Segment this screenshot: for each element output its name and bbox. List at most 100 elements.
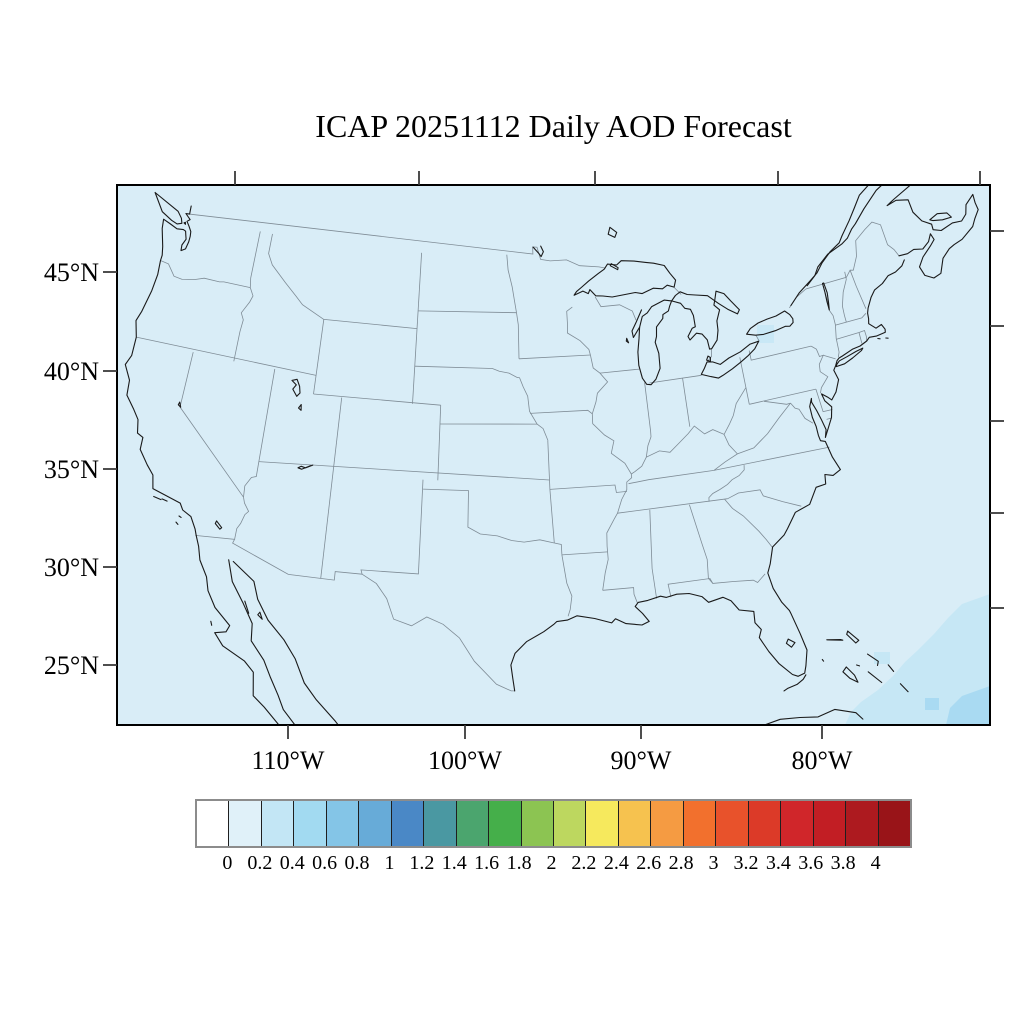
state-border [723,434,738,455]
coastline [790,185,870,307]
colorbar-cell [716,801,749,846]
coastline [177,401,182,408]
lat-axis-label: 25°N [44,651,99,680]
coastline [821,282,830,311]
coastline [671,290,740,350]
colorbar-cell [229,801,262,846]
coastline [297,464,314,470]
coastline [183,221,187,225]
state-border [815,388,833,413]
state-border [186,213,606,269]
coastline [178,515,182,518]
coastline [783,674,807,692]
coastline [297,404,302,411]
colorbar-tick-label: 3.8 [830,852,856,874]
lat-axis-label: 30°N [44,553,99,582]
colorbar-cell [586,801,619,846]
coastline [899,683,909,693]
colorbar-cell [294,801,327,846]
lon-axis-label: 110°W [252,746,325,775]
coastline [210,620,213,626]
coastline [244,600,250,614]
map-frame [116,184,991,726]
state-border [160,260,251,288]
state-border [602,587,638,603]
aod-colorbar [195,799,912,848]
colorbar-cell [261,801,295,846]
lon-axis-label: 100°W [428,746,502,775]
coastline [842,666,859,683]
coastline [573,260,677,298]
axis-ticks [103,171,1004,739]
coastline [153,495,162,501]
coastline [175,521,179,525]
colorbar-tick-label: 0.2 [247,852,273,874]
state-border [724,498,773,548]
colorbar-tick-label: 2.2 [571,852,597,874]
colorbar-tick-label: 3 [708,852,719,874]
state-border [631,387,747,475]
lon-axis-label: 80°W [792,746,853,775]
state-border [234,497,250,540]
coastline [232,560,339,725]
state-border [506,254,520,359]
state-border [755,334,760,342]
coastline [887,664,895,672]
colorbar-cell [197,801,230,846]
coastline [154,191,183,225]
coastline [826,639,844,641]
state-border [649,509,657,599]
colorbar-cell [618,801,652,846]
colorbar-cell [553,801,587,846]
colorbar-cell [651,801,684,846]
colorbar-cell [683,801,717,846]
state-border [566,306,633,591]
colorbar-cell [326,801,360,846]
coastline [835,347,864,368]
colorbar-cell [813,801,847,846]
colorbar-tick-label: 2.6 [636,852,662,874]
coastline [161,498,168,502]
state-border [835,313,867,326]
state-border [313,393,441,406]
map-ocean-background [117,185,990,725]
state-border [423,488,555,544]
colorbar-tick-label: 1.6 [474,852,500,874]
colorbar-tick-label: 2 [546,852,557,874]
aod-patch [925,698,939,710]
colorbar-tick-label: 0.8 [344,852,370,874]
coastline-layer [124,185,979,725]
coastline [785,638,796,648]
state-border [673,287,682,295]
coastline [607,226,618,238]
state-border [136,336,317,376]
aod-patch [896,688,910,698]
state-border [727,489,802,507]
state-border [823,354,836,360]
state-border [268,233,325,320]
colorbar-tick-label: 3.4 [765,852,791,874]
colorbar-tick-label: 2.4 [603,852,629,874]
coastline [929,212,952,222]
colorbar-cell [846,801,879,846]
state-border [713,446,830,471]
coastline [637,299,673,386]
state-border [360,479,424,575]
coastline [856,664,861,667]
coastline [532,245,544,258]
state-border [594,296,637,321]
state-border [437,405,442,481]
state-border [418,310,517,314]
axis-labels: 45°N 40°N 35°N 30°N 25°N 110°W 100°W 90°W 80°W [44,258,853,775]
coastline [746,310,794,336]
colorbar-tick-label: 2.8 [668,852,694,874]
colorbar-tick-label: 0 [222,852,233,874]
state-border [414,365,520,378]
coastline [124,205,197,537]
colorbar-tick-label: 1.8 [506,852,532,874]
colorbar-cell [456,801,490,846]
state-border [763,400,791,405]
colorbar-cell [359,801,392,846]
coastline [625,337,630,344]
state-border [233,287,254,362]
